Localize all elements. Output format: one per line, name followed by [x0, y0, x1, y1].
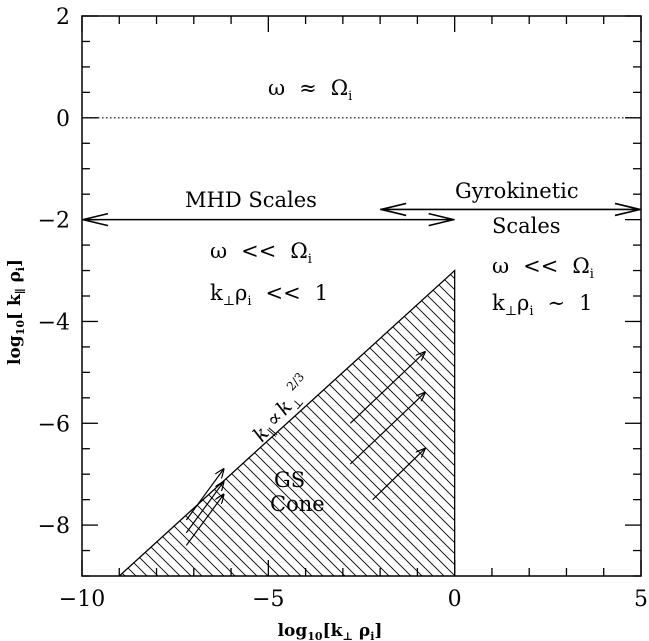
x-tick-label: 5 — [634, 587, 648, 612]
hatch-line — [601, 216, 649, 616]
hatch-line — [557, 216, 649, 616]
hatch-line — [369, 270, 455, 576]
hatch-line — [138, 270, 455, 576]
omega-approx-label: ω ≈ Ωi — [268, 76, 352, 104]
hatch-line — [119, 270, 309, 576]
gs-cone-label-line2: Cone — [270, 492, 325, 516]
hatch-line — [119, 270, 441, 576]
cascade-arrow — [185, 469, 223, 521]
hatch-line — [119, 270, 210, 576]
hatch-line — [119, 270, 276, 576]
hatch-line — [119, 270, 298, 576]
y-tick-label: −2 — [38, 209, 70, 234]
hatch-line — [149, 270, 455, 576]
y-tick-label: −4 — [38, 310, 70, 335]
hatch-line — [590, 216, 649, 616]
hatch-line — [491, 216, 649, 616]
hatch-line — [119, 270, 287, 576]
annotations: ω ≈ Ωi MHD Scales ω << Ωi k⊥ρi << 1 Gyrokineti… — [185, 76, 594, 516]
hatch-line — [303, 270, 455, 576]
mhd-scales-arrow-right-head — [428, 212, 454, 227]
hatch-line — [119, 270, 265, 576]
y-tick-label: 2 — [56, 5, 70, 30]
hatch-line — [623, 216, 649, 616]
gk-condition-omega: ω << Ωi — [492, 254, 594, 282]
x-axis-label: log10[k⊥ ρi] — [278, 621, 383, 641]
axis-tick-labels: −10 −5 0 5 2 0 −2 −4 −6 −8 — [38, 5, 648, 612]
hatch-line — [119, 270, 455, 576]
hatch-line — [119, 270, 232, 576]
cascade-arrows — [185, 352, 425, 546]
scale-range-arrows — [82, 202, 641, 227]
hatch-line — [119, 270, 455, 576]
gs-cone-label-line1: GS — [274, 468, 305, 492]
cascade-arrow — [185, 482, 223, 534]
mhd-condition-k: k⊥ρi << 1 — [210, 281, 328, 309]
cascade-arrow — [349, 393, 425, 465]
hatch-line — [119, 270, 320, 576]
hatch-line — [119, 270, 243, 576]
x-tick-label: 0 — [448, 587, 462, 612]
x-tick-label: −10 — [59, 587, 105, 612]
hatch-line — [281, 270, 455, 576]
hatch-line — [119, 270, 199, 576]
cascade-arrow — [349, 352, 425, 424]
hatch-line — [119, 270, 188, 576]
y-tick-label: 0 — [56, 107, 70, 132]
hatch-line — [391, 270, 455, 576]
hatch-line — [119, 270, 430, 576]
axis-ticks — [81, 15, 642, 577]
hatch-line — [314, 270, 455, 576]
cone-boundary-line — [118, 269, 456, 577]
gk-condition-k: k⊥ρi ∼ 1 — [492, 291, 592, 319]
cascade-arrow — [185, 495, 223, 546]
hatch-line — [612, 216, 649, 616]
x-tick-label: −5 — [252, 587, 284, 612]
y-tick-label: −8 — [38, 514, 70, 539]
hatch-line — [119, 270, 254, 576]
hatch-line — [119, 270, 452, 576]
gyrokinetic-scales-arrow-right-head — [614, 202, 641, 217]
hatch-line — [325, 270, 455, 576]
mhd-condition-omega: ω << Ωi — [210, 239, 312, 267]
cascade-arrow — [372, 449, 425, 501]
hatch-line — [380, 270, 455, 576]
gyrokinetic-title-line1: Gyrokinetic — [455, 179, 579, 203]
hatch-line — [127, 270, 455, 576]
hatch-line — [171, 270, 455, 576]
hatch-line — [546, 216, 649, 616]
hatch-line — [645, 216, 649, 616]
hatch-line — [119, 270, 221, 576]
gyrokinetic-scales-arrow-left-head — [380, 202, 407, 217]
mhd-scales-title: MHD Scales — [185, 188, 317, 212]
y-axis-label: log10[ k∥ ρi] — [5, 259, 27, 365]
gyrokinetic-title-line2: Scales — [492, 214, 561, 238]
y-tick-label: −6 — [38, 412, 70, 437]
